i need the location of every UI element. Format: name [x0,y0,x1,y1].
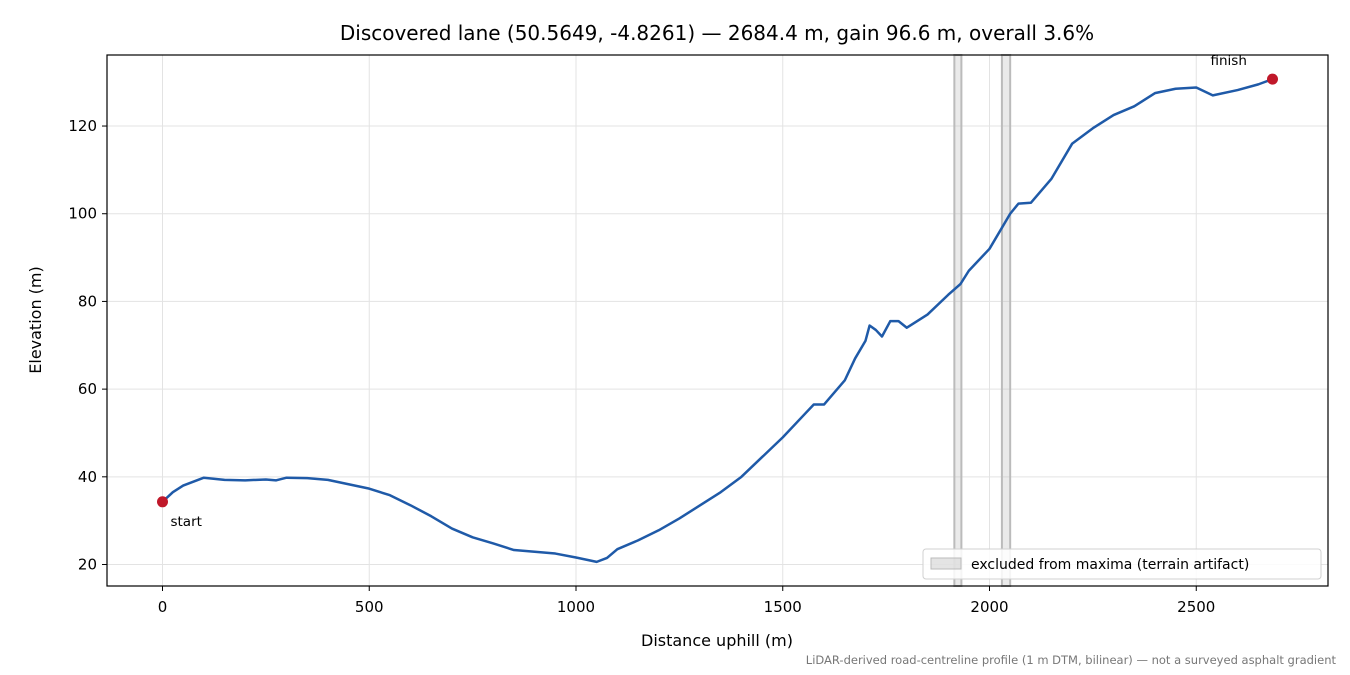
y-tick-label: 60 [78,380,97,398]
chart-title: Discovered lane (50.5649, -4.8261) — 268… [340,21,1094,45]
legend-box [922,548,1322,580]
endpoint-marker [156,496,168,508]
y-tick-label: 20 [78,556,97,574]
endpoint-label: start [170,514,201,530]
y-tick-label: 80 [78,292,97,310]
legend-label: excluded from maxima (terrain artifact) [971,557,1249,573]
elevation-line [161,77,1273,564]
x-tick-label: 1000 [557,598,595,616]
plot-frame [106,54,1329,587]
x-tick-label: 500 [355,598,384,616]
x-tick-label: 1500 [764,598,802,616]
excluded-span [953,54,963,587]
y-tick-label: 40 [78,468,97,486]
x-axis-label: Distance uphill (m) [641,631,793,650]
y-axis-label: Elevation (m) [26,266,45,373]
excluded-span [1000,54,1012,587]
x-tick-label: 2000 [970,598,1008,616]
y-tick-label: 120 [68,117,97,135]
y-tick-label: 100 [68,205,97,223]
footnote: LiDAR-derived road-centreline profile (1… [806,653,1337,667]
endpoint-marker [1267,73,1279,85]
x-tick-label: 2500 [1177,598,1215,616]
endpoint-label: finish [1211,53,1247,69]
legend-swatch [930,557,962,570]
x-tick-label: 0 [158,598,168,616]
